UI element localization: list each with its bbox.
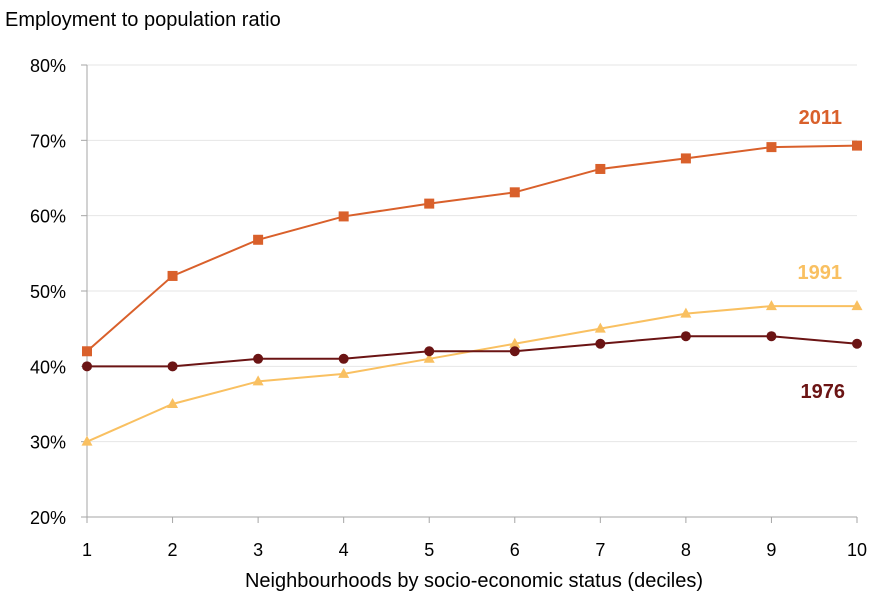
series-line: [86, 144, 858, 353]
grid: [87, 64, 857, 443]
data-point: [595, 338, 606, 349]
data-point: [252, 375, 264, 386]
data-point: [253, 234, 264, 245]
data-point: [680, 153, 691, 164]
data-point: [765, 300, 777, 311]
x-tick-label: 10: [847, 540, 867, 560]
data-point: [509, 187, 520, 198]
series-line: [86, 305, 857, 443]
y-tick-label: 70%: [30, 131, 66, 151]
series-line: [87, 335, 858, 368]
data-point: [766, 331, 777, 342]
x-tick-label: 6: [510, 540, 520, 560]
x-tick-label: 9: [766, 540, 776, 560]
y-tick-label: 50%: [30, 282, 66, 302]
series-label: 2011: [799, 107, 842, 129]
data-point: [852, 140, 862, 151]
data-point: [167, 361, 178, 372]
series-layer: 2011 1991 1976: [81, 107, 863, 446]
data-point: [852, 338, 862, 349]
series-label: 1991: [798, 262, 843, 284]
y-tick-label: 60%: [30, 207, 66, 227]
x-tick-label: 5: [424, 540, 434, 560]
x-tick-label: 8: [681, 540, 691, 560]
data-point: [595, 163, 606, 174]
series-1976: 1976: [82, 331, 862, 403]
series-1991: 1991: [81, 262, 863, 446]
x-axis-title: Neighbourhoods by socio-economic status …: [245, 570, 703, 592]
data-point: [82, 346, 92, 357]
data-point: [167, 270, 178, 281]
data-point: [424, 198, 435, 209]
x-tick-label: 2: [168, 540, 178, 560]
data-point: [851, 300, 863, 311]
x-tick-label: 1: [82, 540, 92, 560]
data-point: [253, 353, 264, 364]
data-point: [680, 307, 692, 318]
data-point: [167, 398, 179, 408]
data-point: [509, 346, 520, 357]
y-tick-label: 80%: [30, 56, 66, 76]
data-point: [766, 142, 777, 153]
y-tick-label: 40%: [30, 357, 66, 377]
x-tick-label: 4: [339, 540, 349, 560]
data-point: [338, 367, 350, 378]
x-tick-label: 3: [253, 540, 263, 560]
data-point: [81, 435, 93, 446]
data-point: [424, 346, 435, 357]
y-axis-title: Employment to population ratio: [5, 9, 281, 31]
x-tick-label: 7: [595, 540, 605, 560]
series-2011: 2011: [82, 107, 862, 357]
data-point: [338, 353, 349, 364]
data-point: [423, 352, 435, 363]
y-axis-ticks: 20% 30% 40% 50% 60% 70% 80%: [30, 56, 87, 528]
data-point: [82, 361, 92, 372]
data-point: [594, 322, 606, 333]
data-point: [680, 331, 691, 342]
data-point: [338, 211, 349, 222]
data-point: [509, 337, 521, 348]
x-axis-ticks: 1 2 3 4 5 6 7 8 9 10: [82, 517, 867, 560]
y-tick-label: 30%: [30, 433, 66, 453]
y-tick-label: 20%: [30, 508, 66, 528]
series-label: 1976: [801, 381, 846, 403]
